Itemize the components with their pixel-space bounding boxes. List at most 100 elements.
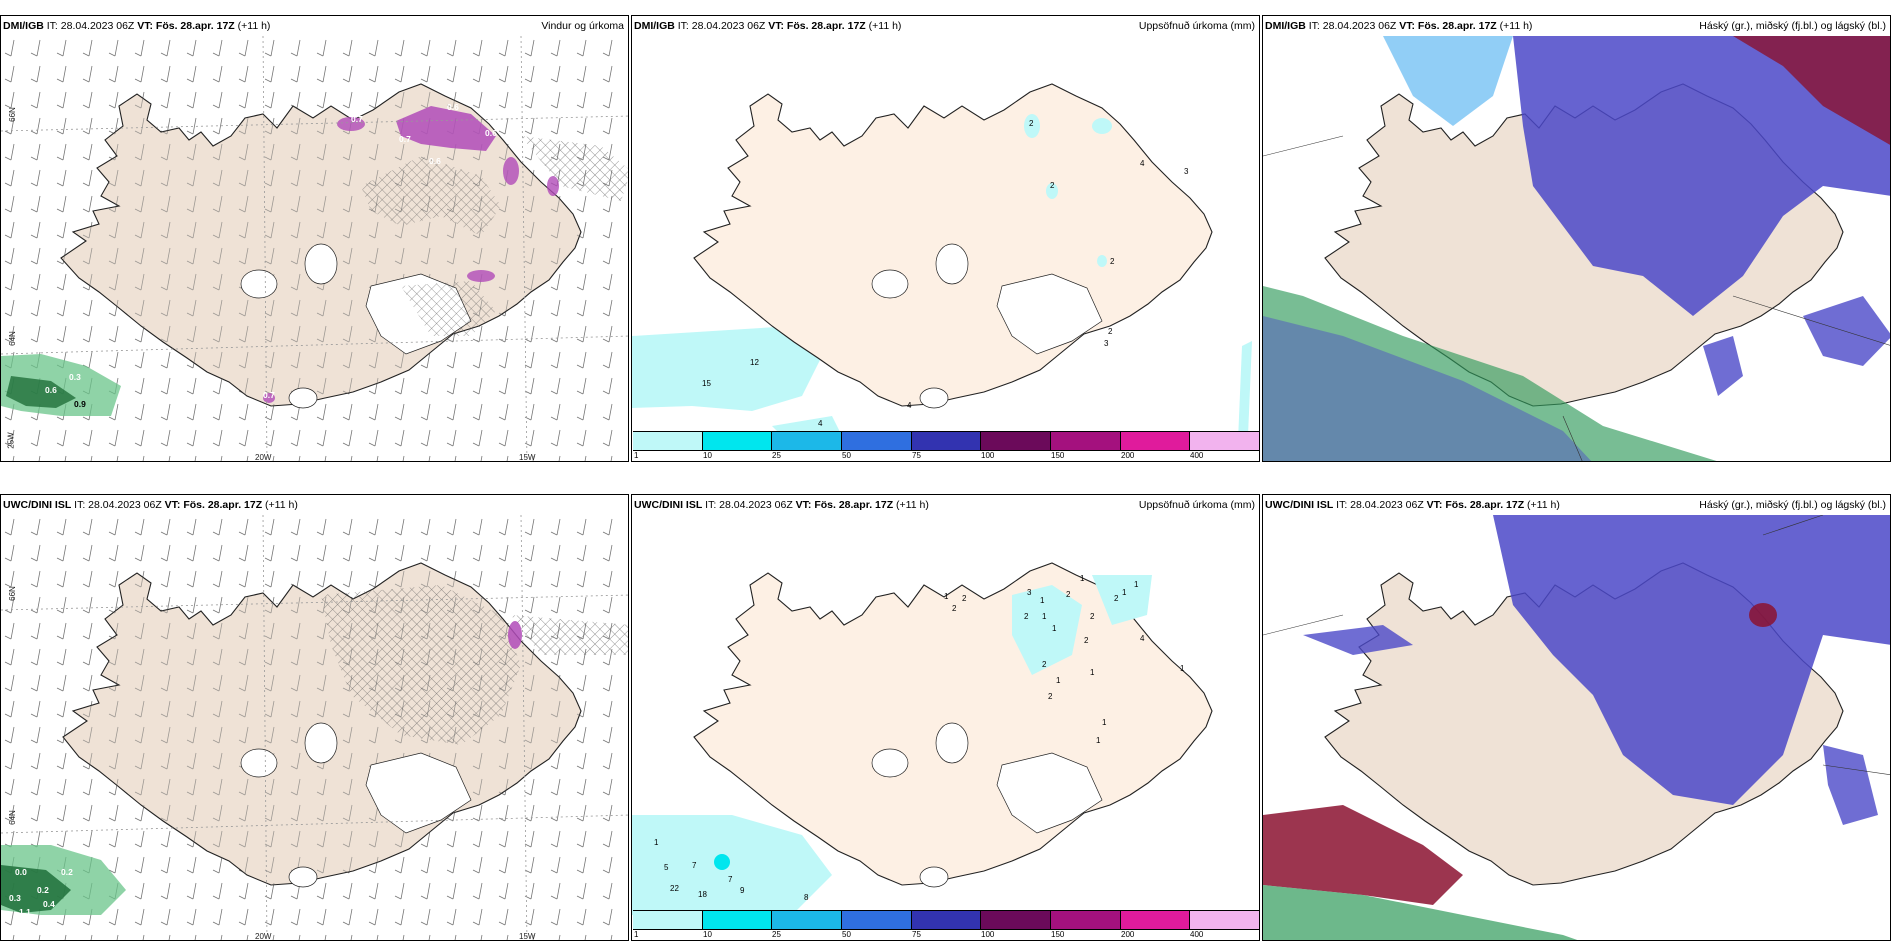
lead-time: (+11 h) [896, 499, 929, 511]
accum-value-label: 5 [664, 863, 669, 872]
panel-header: UWC/DINI ISL IT: 28.04.2023 06Z VT: Fös.… [3, 499, 624, 513]
panel-header: UWC/DINI ISL IT: 28.04.2023 06Z VT: Fös.… [1265, 499, 1886, 513]
valid-time: VT: Fös. 28.apr. 17Z [164, 499, 263, 511]
accum-value-label: 1 [1180, 664, 1185, 673]
colorbar-tick: 100 [981, 451, 995, 460]
colorbar-tick: 75 [912, 451, 921, 460]
accum-value-label: 2 [1050, 181, 1055, 190]
init-time: IT: 28.04.2023 06Z [705, 499, 793, 511]
accum-value-label: 2 [1029, 119, 1034, 128]
panel-accum-precip-bottom: UWC/DINI ISL IT: 28.04.2023 06Z VT: Fös.… [631, 494, 1260, 941]
colorbar [633, 910, 1259, 930]
colorbar-swatch [633, 432, 703, 450]
colorbar-swatch [1051, 432, 1121, 450]
colorbar-tick: 150 [1051, 930, 1065, 939]
map-area [1263, 515, 1890, 940]
colorbar-tick: 1 [634, 451, 639, 460]
colorbar-swatch [1120, 911, 1191, 929]
precip-value-label: 0.2 [37, 885, 49, 895]
accum-value-label: 3 [1027, 588, 1032, 597]
init-time: IT: 28.04.2023 06Z [1336, 499, 1424, 511]
model-name: UWC/DINI ISL [1265, 499, 1334, 511]
colorbar-swatch [633, 911, 703, 929]
accum-value-label: 1 [1090, 668, 1095, 677]
lon-label: 20W [255, 932, 272, 941]
colorbar-ticks: 1 10 25 50 75 100 150 200 400 [633, 930, 1259, 940]
precip-value-label: 0.7 [399, 134, 411, 144]
lat-label: 64N [7, 810, 17, 825]
colorbar-tick: 10 [703, 451, 712, 460]
valid-time: VT: Fös. 28.apr. 17Z [768, 20, 866, 32]
lead-time: (+11 h) [1499, 20, 1533, 32]
accum-value-label: 1 [1102, 718, 1107, 727]
colorbar-swatch [1190, 911, 1259, 929]
colorbar-tick: 25 [772, 451, 781, 460]
colorbar-swatch [981, 432, 1052, 450]
precip-value-label: 0.3 [69, 372, 81, 382]
product-title: Háský (gr.), miðský (fj.bl.) og lágský (… [1699, 20, 1886, 32]
colorbar-tick: 75 [912, 930, 921, 939]
accum-value-label: 2 [1110, 257, 1115, 266]
accum-value-label: 2 [1090, 612, 1095, 621]
panel-header: DMI/IGB IT: 28.04.2023 06Z VT: Fös. 28.a… [3, 20, 624, 34]
lat-label: 66N [7, 107, 17, 122]
precip-value-label: 0.6 [45, 385, 57, 395]
accum-value-label: 2 [1066, 590, 1071, 599]
map-area [1263, 36, 1890, 461]
valid-time: VT: Fös. 28.apr. 17Z [1426, 499, 1525, 511]
accum-value-label: 1 [1052, 624, 1057, 633]
precip-value-label: 0.7 [263, 390, 275, 400]
accum-value-label: 2 [962, 594, 967, 603]
accum-value-label: 1 [1040, 596, 1045, 605]
lon-label: 25W [6, 432, 16, 449]
precip-value-label: 1.1 [19, 907, 31, 917]
lat-label: 66N [7, 586, 17, 601]
valid-time: VT: Fös. 28.apr. 17Z [795, 499, 894, 511]
accum-value-label: 7 [728, 875, 733, 884]
product-title: Uppsöfnuð úrkoma (mm) [1138, 499, 1255, 511]
init-time: IT: 28.04.2023 06Z [677, 20, 766, 32]
colorbar-tick: 200 [1121, 930, 1135, 939]
panel-header: DMI/IGB IT: 28.04.2023 06Z VT: Fös. 28.a… [1265, 20, 1886, 34]
panel-accum-precip-top: DMI/IGB IT: 28.04.2023 06Z VT: Fös. 28.a… [631, 15, 1260, 462]
model-name: DMI/IGB [3, 20, 44, 32]
valid-time: VT: Fös. 28.apr. 17Z [137, 20, 235, 32]
colorbar-tick: 25 [772, 930, 781, 939]
colorbar-swatch [911, 432, 982, 450]
map-area: 0.6 0.7 0.6 0.6 0.7 0.3 0.6 0.9 0.7 [1, 36, 628, 461]
accum-value-label: 2 [1114, 594, 1119, 603]
product-title: Vindur og úrkoma [541, 20, 624, 32]
precip-value-label: 0.4 [43, 899, 55, 909]
colorbar-swatch [702, 911, 773, 929]
accum-value-label: 12 [750, 358, 759, 367]
accum-value-label: 1 [1134, 580, 1139, 589]
colorbar-tick: 100 [981, 930, 995, 939]
product-title: Uppsöfnuð úrkoma (mm) [1138, 20, 1255, 32]
colorbar [633, 431, 1259, 451]
accum-value-label: 4 [907, 401, 912, 410]
accum-value-label: 2 [1084, 636, 1089, 645]
precip-value-label: 0.2 [61, 867, 73, 877]
init-time: IT: 28.04.2023 06Z [1308, 20, 1397, 32]
map-area: 0.0 0.2 0.2 0.3 0.4 1.1 [1, 515, 628, 940]
accum-value-label: 2 [1108, 327, 1113, 336]
colorbar-tick: 400 [1190, 930, 1204, 939]
precip-value-label: 0.0 [15, 867, 27, 877]
accum-value-label: 1 [1096, 736, 1101, 745]
colorbar-tick: 150 [1051, 451, 1065, 460]
accum-value-label: 1 [1042, 612, 1047, 621]
accum-value-label: 1 [1056, 676, 1061, 685]
lon-label: 20W [255, 453, 272, 462]
lead-time: (+11 h) [265, 499, 298, 511]
colorbar-ticks: 1 10 25 50 75 100 150 200 400 [633, 451, 1259, 461]
colorbar-swatch [1190, 432, 1259, 450]
precip-value-label: 0.6 [447, 102, 459, 112]
colorbar-swatch [981, 911, 1052, 929]
colorbar-swatch [702, 432, 773, 450]
accum-value-label: 4 [1140, 634, 1145, 643]
accum-value-label: 3 [1184, 167, 1189, 176]
valid-time: VT: Fös. 28.apr. 17Z [1399, 20, 1497, 32]
panel-header: DMI/IGB IT: 28.04.2023 06Z VT: Fös. 28.a… [634, 20, 1255, 34]
precip-value-label: 0.7 [351, 114, 363, 124]
map-area: 1 1 2 2 3 2 2 1 1 1 2 1 2 1 2 2 1 1 4 1 [632, 515, 1259, 940]
